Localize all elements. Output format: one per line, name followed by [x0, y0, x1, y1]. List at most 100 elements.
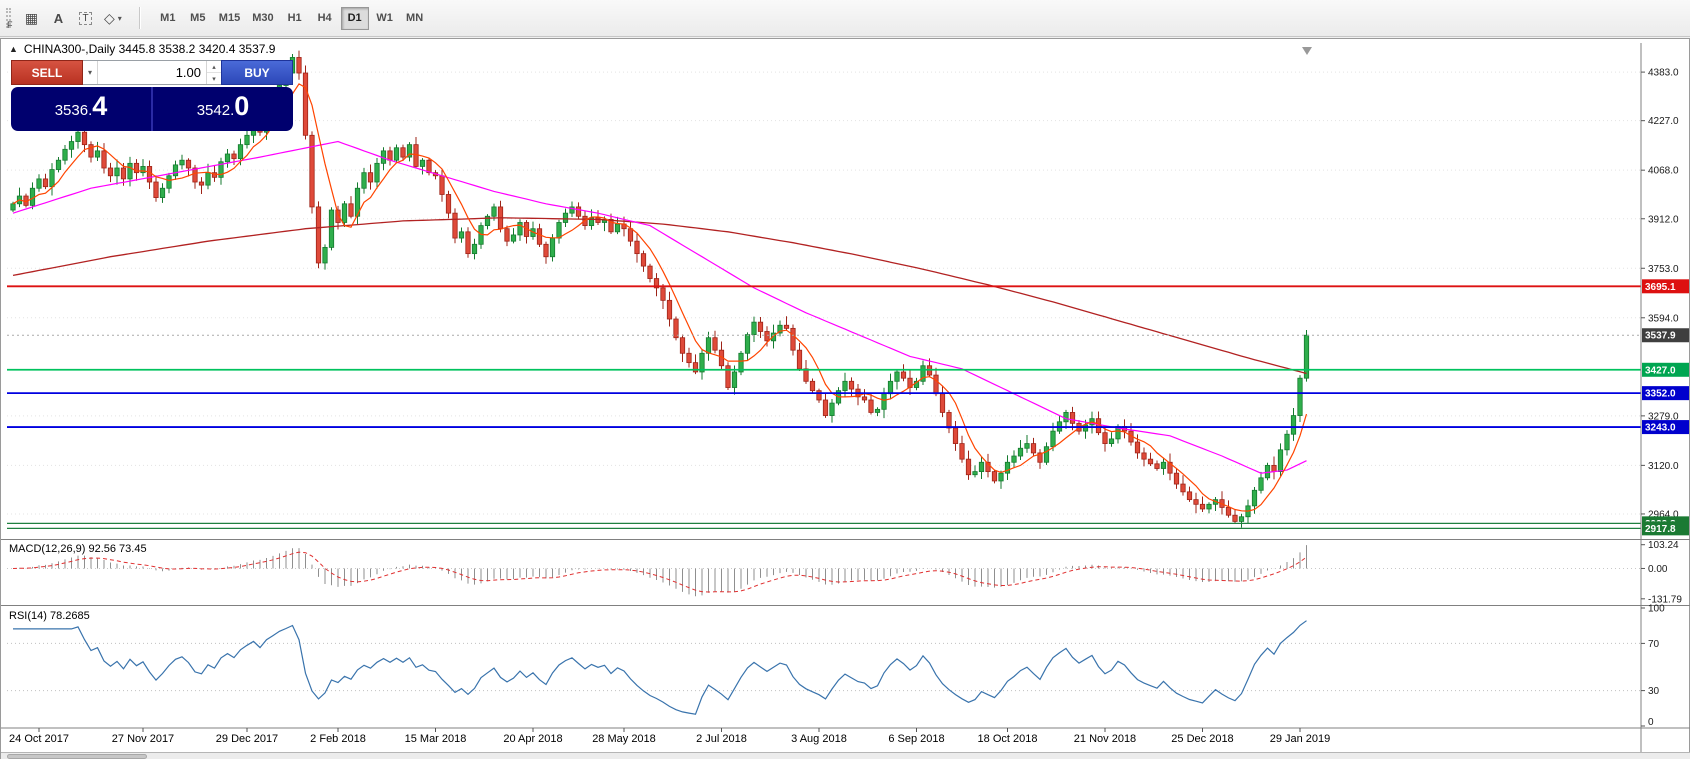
volume-value[interactable]: 1.00 — [175, 65, 201, 80]
date-label[interactable]: 27 Nov 2017 — [112, 733, 174, 745]
candle-up — [569, 206, 575, 214]
candle-up — [406, 144, 413, 158]
candle-up — [1024, 443, 1030, 449]
volume-increase-icon[interactable]: ▴ — [207, 61, 221, 73]
candle-up — [484, 215, 491, 227]
sell-price[interactable]: 3536. 4 — [11, 87, 151, 131]
timeframe-w1-button[interactable]: W1 — [376, 12, 393, 24]
candle-up — [55, 159, 62, 170]
candle-down — [575, 206, 582, 217]
date-label[interactable]: 24 Oct 2017 — [9, 733, 69, 745]
shapes-tool-glyph: ◇ — [104, 9, 115, 26]
candle-down — [387, 150, 393, 161]
date-label[interactable]: 18 Oct 2018 — [978, 733, 1038, 745]
timeframe-d1-button[interactable]: D1 — [340, 6, 369, 30]
candle-down — [1271, 464, 1277, 473]
candle-down — [211, 172, 218, 178]
candle-down — [952, 427, 959, 444]
candle-up — [393, 147, 400, 161]
candle-up — [1050, 430, 1056, 448]
candle-up — [517, 222, 523, 236]
timeframe-h1-button[interactable]: H1 — [287, 12, 302, 24]
timeframe-m5-button[interactable]: M5 — [190, 12, 206, 24]
horizontal-scrollbar[interactable] — [1, 752, 1690, 759]
date-label[interactable]: 21 Nov 2018 — [1074, 733, 1136, 745]
candle-down — [1134, 441, 1141, 454]
price-badge-3695.1 — [1642, 279, 1689, 294]
date-label[interactable]: 3 Aug 2018 — [791, 733, 847, 745]
toolbar-gripper[interactable] — [6, 8, 11, 28]
candle-down — [101, 150, 107, 169]
candle-down — [198, 181, 205, 186]
one-click-trading-toggle-icon[interactable]: ▲ — [9, 44, 18, 54]
candle-up — [1284, 433, 1290, 451]
timeframe-h4-button[interactable]: H4 — [317, 12, 332, 24]
candle-up — [244, 134, 250, 146]
text-label-tool-glyph: A — [53, 10, 64, 26]
text-label-tool-icon[interactable]: A — [46, 6, 71, 31]
date-label[interactable]: 2 Jul 2018 — [696, 733, 747, 745]
candle-up — [1206, 503, 1212, 510]
candle-down — [335, 209, 341, 223]
candle-down — [192, 167, 198, 183]
price-tick-label: 3279.0 — [1648, 411, 1679, 422]
candle-up — [881, 393, 887, 410]
candle-up — [1290, 415, 1297, 435]
date-label[interactable]: 25 Dec 2018 — [1171, 733, 1233, 745]
candle-up — [699, 352, 705, 373]
date-label[interactable]: 20 Apr 2018 — [503, 733, 562, 745]
date-label[interactable]: 2 Feb 2018 — [310, 733, 366, 745]
scrollbar-thumb[interactable] — [7, 754, 147, 759]
timeframe-mn-button[interactable]: MN — [406, 12, 424, 24]
candle-down — [1186, 491, 1193, 501]
volume-dropdown-icon[interactable]: ▾ — [83, 61, 98, 84]
candle-up — [49, 169, 55, 188]
text-box-tool-icon[interactable]: T — [73, 6, 98, 31]
drawing-tools-group: ▦ A T ◇ ▾ — [18, 6, 127, 31]
chart-window[interactable]: 4383.0 4227.0 4068.0 3912.0 3753.0 3594.0 3279… — [0, 38, 1690, 759]
candle-down — [1232, 514, 1238, 522]
candle-up — [705, 337, 712, 354]
candle-down — [647, 265, 653, 279]
candle-down — [673, 318, 679, 339]
candle-down — [803, 368, 809, 382]
candle-up — [159, 187, 166, 198]
grid-tool-icon[interactable]: ▦ — [19, 6, 44, 31]
candle-up — [556, 222, 562, 239]
candle-down — [959, 443, 965, 460]
candle-down — [1225, 507, 1232, 516]
price-badge-3427.0 — [1642, 362, 1689, 377]
shapes-tool-icon[interactable]: ◇ ▾ — [100, 6, 126, 31]
candle-up — [36, 178, 42, 189]
volume-field[interactable]: ▾ 1.00 ▴ ▾ — [83, 60, 221, 85]
timeframe-m1-button[interactable]: M1 — [160, 12, 176, 24]
timeframe-m30-button[interactable]: M30 — [252, 12, 274, 24]
date-label[interactable]: 15 Mar 2018 — [405, 733, 467, 745]
candle-down — [413, 144, 419, 167]
price-tick-label: 4227.0 — [1648, 116, 1679, 127]
candle-down — [302, 72, 309, 136]
rsi-indicator-label: RSI(14) 78.2685 — [9, 610, 90, 622]
buy-price[interactable]: 3542. 0 — [153, 87, 293, 131]
candle-up — [1108, 438, 1115, 444]
date-label[interactable]: 29 Dec 2017 — [216, 733, 278, 745]
candle-up — [751, 321, 757, 335]
candle-down — [985, 461, 991, 473]
candle-up — [777, 324, 783, 334]
rsi-axis-label: 30 — [1648, 686, 1660, 697]
candle-down — [120, 167, 127, 180]
date-label[interactable]: 6 Sep 2018 — [888, 733, 944, 745]
macd-indicator-label: MACD(12,26,9) 92.56 73.45 — [9, 543, 147, 555]
candle-up — [1297, 377, 1303, 416]
candle-up — [894, 371, 900, 382]
sell-button[interactable]: SELL — [11, 60, 83, 85]
date-label[interactable]: 29 Jan 2019 — [1270, 733, 1331, 745]
candle-down — [146, 166, 153, 183]
price-badge-text: 3352.0 — [1645, 389, 1676, 400]
chart-canvas[interactable]: 4383.0 4227.0 4068.0 3912.0 3753.0 3594.0 3279… — [1, 39, 1690, 759]
timeframe-m15-button[interactable]: M15 — [218, 12, 241, 24]
toolbar: ▦ A T ◇ ▾ M1 M5 M15 M30 H1 H4 D1 W1 MN F — [0, 0, 1690, 37]
buy-button[interactable]: BUY — [221, 60, 293, 85]
volume-decrease-icon[interactable]: ▾ — [212, 75, 216, 83]
date-label[interactable]: 28 May 2018 — [592, 733, 656, 745]
